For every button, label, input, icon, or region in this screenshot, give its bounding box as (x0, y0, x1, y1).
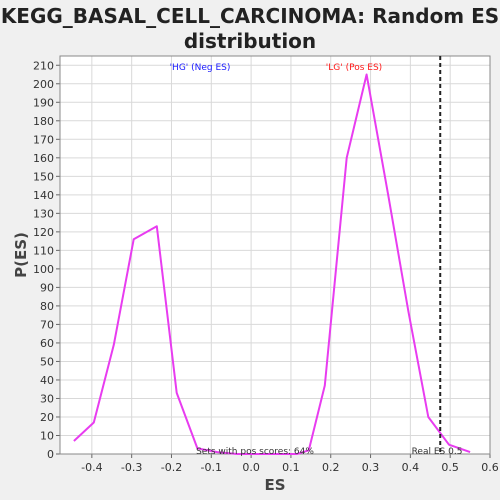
y-tick-label: 160 (33, 152, 54, 165)
x-tick-label: 0.6 (481, 461, 499, 474)
x-tick-label: 0.1 (282, 461, 300, 474)
x-tick-label: -0.1 (201, 461, 222, 474)
y-tick-label: 30 (40, 392, 54, 405)
x-tick-label: 0.5 (441, 461, 459, 474)
y-tick-label: 150 (33, 170, 54, 183)
y-tick-label: 200 (33, 78, 54, 91)
x-tick-label: 0.0 (242, 461, 260, 474)
y-tick-label: 130 (33, 207, 54, 220)
y-tick-label: 190 (33, 96, 54, 109)
x-tick-labels: -0.4 -0.3 -0.2 -0.1 0.0 0.1 0.2 0.3 0.4 0.5 0.6 (81, 461, 499, 474)
x-tick-label: -0.3 (121, 461, 142, 474)
y-tick-labels: 0 10 20 30 40 50 60 70 80 90 100 110 120 130 140 150 160… (33, 59, 54, 461)
y-tick-label: 90 (40, 281, 54, 294)
x-tick-label: -0.2 (161, 461, 182, 474)
pos-es-label: 'LG' (Pos ES) (326, 63, 382, 73)
x-tick-label: 0.4 (402, 461, 420, 474)
y-tick-label: 110 (33, 244, 54, 257)
y-tick-label: 70 (40, 318, 54, 331)
y-axis-title: P(ES) (12, 232, 30, 278)
y-tick-label: 40 (40, 374, 54, 387)
pos-scores-label: Sets with pos scores: 64% (196, 447, 314, 457)
y-tick-label: 0 (47, 448, 54, 461)
real-es-label: Real ES 0.5 (412, 447, 463, 457)
x-axis-title: ES (264, 476, 285, 494)
y-tick-label: 60 (40, 337, 54, 350)
y-tick-label: 140 (33, 189, 54, 202)
neg-es-label: 'HG' (Neg ES) (170, 63, 231, 73)
y-tick-label: 180 (33, 115, 54, 128)
chart-title-line2: distribution (183, 29, 317, 53)
es-density-line (73, 73, 471, 455)
y-tick-label: 210 (33, 59, 54, 72)
y-tick-label: 80 (40, 300, 54, 313)
y-tick-label: 120 (33, 226, 54, 239)
y-tick-label: 50 (40, 355, 54, 368)
x-tick-label: -0.4 (81, 461, 102, 474)
x-tick-label: 0.2 (322, 461, 340, 474)
y-tick-label: 20 (40, 411, 54, 424)
plot-area (60, 56, 490, 454)
series-layer (73, 73, 471, 455)
y-tick-label: 10 (40, 429, 54, 442)
y-tick-label: 170 (33, 133, 54, 146)
y-tick-label: 100 (33, 263, 54, 276)
x-tick-label: 0.3 (362, 461, 380, 474)
chart-title: KEGG_BASAL_CELL_CARCINOMA: Random ES dis… (0, 4, 500, 54)
chart-title-line1: KEGG_BASAL_CELL_CARCINOMA: Random ES (0, 4, 500, 28)
